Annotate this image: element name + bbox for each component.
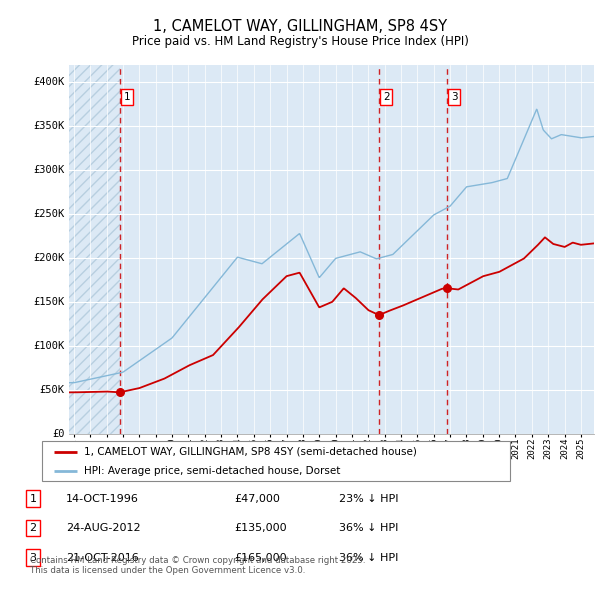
Text: £135,000: £135,000	[234, 523, 287, 533]
Text: 1: 1	[29, 494, 37, 503]
Text: Contains HM Land Registry data © Crown copyright and database right 2025.
This d: Contains HM Land Registry data © Crown c…	[30, 556, 365, 575]
Text: £47,000: £47,000	[234, 494, 280, 503]
Text: 2: 2	[29, 523, 37, 533]
FancyBboxPatch shape	[42, 441, 510, 481]
Text: 36% ↓ HPI: 36% ↓ HPI	[339, 553, 398, 562]
Text: 2: 2	[383, 92, 389, 102]
Text: £165,000: £165,000	[234, 553, 287, 562]
Text: £200K: £200K	[34, 253, 65, 263]
Text: 14-OCT-1996: 14-OCT-1996	[66, 494, 139, 503]
Bar	[69, 65, 119, 434]
Text: £250K: £250K	[34, 209, 65, 219]
Text: 24-AUG-2012: 24-AUG-2012	[66, 523, 140, 533]
Text: 3: 3	[451, 92, 458, 102]
Text: 36% ↓ HPI: 36% ↓ HPI	[339, 523, 398, 533]
Text: 23% ↓ HPI: 23% ↓ HPI	[339, 494, 398, 503]
Text: 21-OCT-2016: 21-OCT-2016	[66, 553, 139, 562]
Text: £50K: £50K	[40, 385, 65, 395]
Text: £0: £0	[52, 429, 65, 438]
Text: Price paid vs. HM Land Registry's House Price Index (HPI): Price paid vs. HM Land Registry's House …	[131, 35, 469, 48]
Text: 1, CAMELOT WAY, GILLINGHAM, SP8 4SY (semi-detached house): 1, CAMELOT WAY, GILLINGHAM, SP8 4SY (sem…	[84, 447, 417, 457]
Text: £150K: £150K	[34, 297, 65, 307]
Text: HPI: Average price, semi-detached house, Dorset: HPI: Average price, semi-detached house,…	[84, 466, 340, 476]
Text: 1: 1	[124, 92, 130, 102]
Text: £100K: £100K	[34, 341, 65, 351]
Text: £350K: £350K	[34, 122, 65, 132]
Text: 3: 3	[29, 553, 37, 562]
Text: £300K: £300K	[34, 165, 65, 175]
Text: £400K: £400K	[34, 77, 65, 87]
Text: 1, CAMELOT WAY, GILLINGHAM, SP8 4SY: 1, CAMELOT WAY, GILLINGHAM, SP8 4SY	[153, 19, 447, 34]
